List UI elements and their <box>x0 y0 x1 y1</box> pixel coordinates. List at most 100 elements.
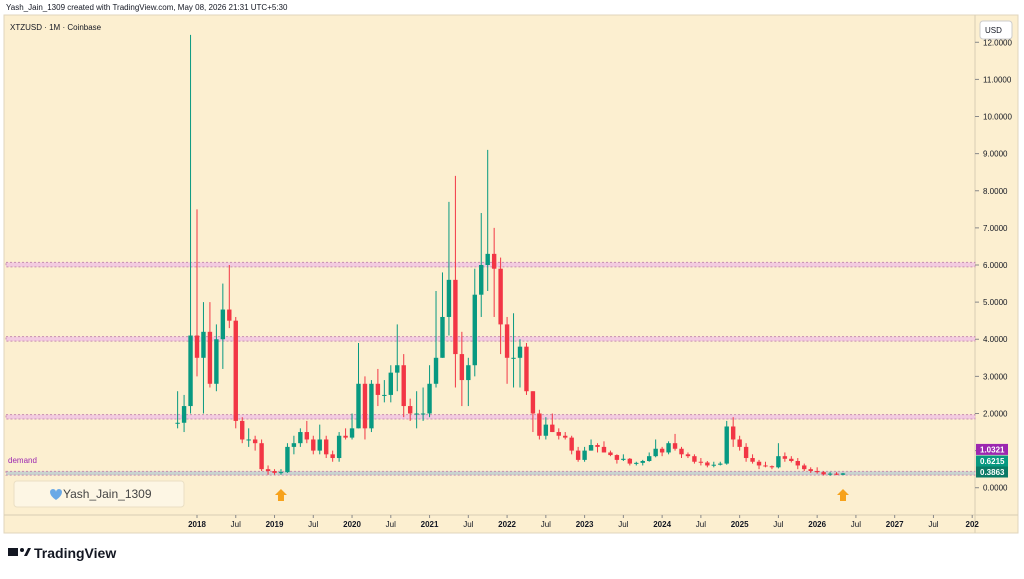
candle-body <box>240 420 245 440</box>
candle-body <box>407 406 413 414</box>
candle-body <box>466 365 471 381</box>
chart-panel <box>3 14 1019 534</box>
candle-body <box>227 309 232 321</box>
zone-label: demand <box>8 456 37 465</box>
candle-body <box>214 339 219 384</box>
price-label: 1.0321 <box>980 445 1005 454</box>
y-tick-label: 2.0000 <box>983 409 1008 418</box>
y-tick-label: 6.0000 <box>983 261 1008 270</box>
candle-body <box>246 439 251 441</box>
candle-body <box>795 461 800 466</box>
candle-body <box>705 462 710 466</box>
candle-body <box>537 413 542 436</box>
x-tick-label: Jul <box>308 520 318 529</box>
candle-body <box>272 471 277 473</box>
x-tick-label: 2024 <box>653 520 671 529</box>
watermark-box <box>13 480 185 508</box>
candle-body <box>679 448 684 455</box>
price-label-box <box>976 443 1008 455</box>
y-tick-label: 8.0000 <box>983 187 1008 196</box>
x-tick-label: 2020 <box>343 520 361 529</box>
candle-body <box>375 383 381 395</box>
candle-body <box>692 456 697 462</box>
candle-body <box>285 446 290 473</box>
candle-body <box>265 469 271 472</box>
x-tick-label: 2026 <box>808 520 826 529</box>
candle-body <box>821 472 826 475</box>
candle-body <box>640 461 645 463</box>
candle-body <box>666 443 671 453</box>
price-label: 0.6215 <box>980 457 1005 466</box>
candle-body <box>511 357 516 359</box>
candle-body <box>569 437 574 451</box>
candle-body <box>453 279 458 355</box>
x-tick-label: 2023 <box>576 520 594 529</box>
y-tick-label: 7.0000 <box>983 224 1008 233</box>
candle-body <box>737 439 742 447</box>
candle-body <box>556 432 561 436</box>
candle-body <box>188 335 193 407</box>
x-tick-label: 2018 <box>188 520 206 529</box>
x-tick-label: Jul <box>773 520 783 529</box>
candle-body <box>750 458 755 462</box>
candle-body <box>718 463 723 465</box>
x-tick-label: Jul <box>618 520 628 529</box>
caption: Yash_Jain_1309 created with TradingView.… <box>6 3 288 12</box>
symbol-title: XTZUSD · 1M · Coinbase <box>10 23 102 32</box>
candle-body <box>491 253 497 269</box>
y-tick-label: 0.0000 <box>983 484 1008 493</box>
candle-body <box>647 456 652 461</box>
x-tick-label: Jul <box>851 520 861 529</box>
x-tick-label: 2019 <box>266 520 284 529</box>
candle-body <box>336 435 342 459</box>
candle-body <box>291 443 297 447</box>
candle-body <box>524 346 529 392</box>
signal-arrow <box>837 489 849 501</box>
y-tick-label: 3.0000 <box>983 372 1008 381</box>
y-tick-label: 5.0000 <box>983 298 1008 307</box>
candle-body <box>472 294 477 366</box>
x-tick-label: Jul <box>231 520 241 529</box>
candle-body <box>827 473 833 475</box>
y-tick-label: 11.0000 <box>983 75 1012 84</box>
zone <box>5 336 976 342</box>
candle-body <box>440 316 445 358</box>
x-tick-label: 202 <box>966 520 980 529</box>
x-tick-label: Jul <box>463 520 473 529</box>
brand: TradingView <box>34 545 116 561</box>
zone <box>5 261 976 268</box>
candle-body <box>582 450 587 460</box>
candle-body <box>498 268 503 325</box>
logo-dot <box>20 548 24 552</box>
candle-body <box>356 383 361 429</box>
candle-body <box>672 443 678 449</box>
y-tick-label: 4.0000 <box>983 335 1008 344</box>
candle-body <box>278 472 284 474</box>
candle-body <box>259 443 264 470</box>
candle-body <box>479 265 484 295</box>
candle-body <box>298 432 303 444</box>
candle-body <box>252 439 258 444</box>
candle-body <box>711 464 716 466</box>
candle-body <box>504 324 510 358</box>
candle-body <box>388 372 393 395</box>
candle-body <box>621 458 626 460</box>
candle-body <box>575 450 581 460</box>
candle-body <box>220 309 226 340</box>
candle-body <box>802 465 807 470</box>
candle-body <box>433 357 439 384</box>
candle-body <box>427 383 432 414</box>
candle-body <box>627 458 633 464</box>
x-tick-label: 2025 <box>731 520 749 529</box>
zone <box>5 414 976 420</box>
candle-body <box>343 435 348 438</box>
candle-body <box>304 432 310 440</box>
candle-body <box>730 426 736 440</box>
candle-body <box>653 448 658 457</box>
currency-box <box>979 20 1013 40</box>
price-label-box <box>976 466 1008 478</box>
candle-body <box>181 406 187 423</box>
candle-body <box>420 413 426 415</box>
candle-body <box>763 465 768 467</box>
